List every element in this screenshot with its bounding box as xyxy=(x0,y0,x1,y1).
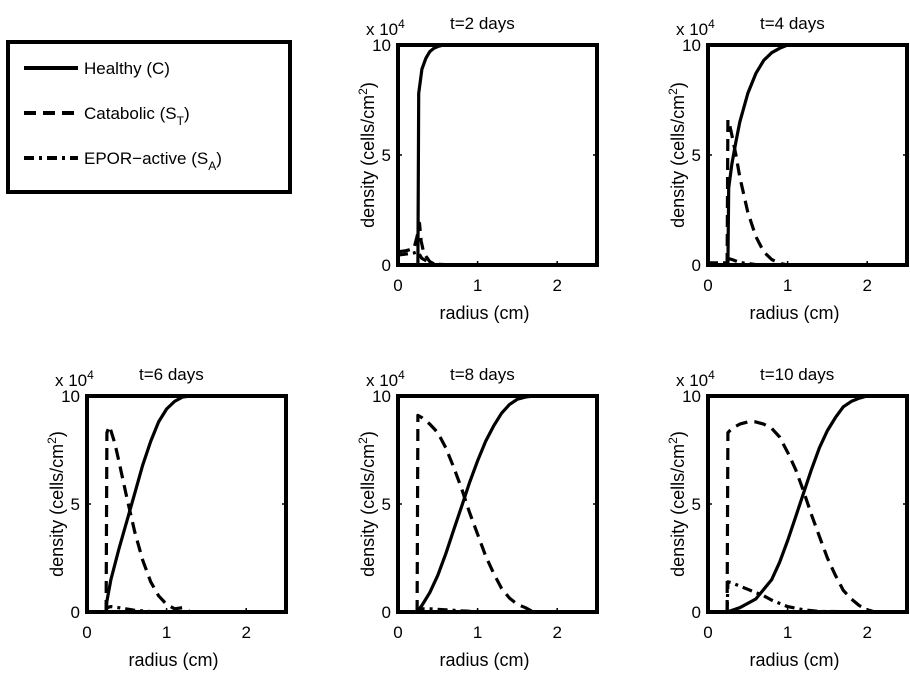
axes-box xyxy=(706,43,909,267)
panel-3: 0 5 10 0 1 2 radius (cm) density (cells/cm2) x 1… xyxy=(45,365,288,670)
x-tick-label: 2 xyxy=(862,623,871,642)
x-axis-label: radius (cm) xyxy=(439,303,529,323)
x-tick-label: 0 xyxy=(393,623,402,642)
y-exponent-label: x 104 xyxy=(366,17,405,39)
axes-box xyxy=(85,394,288,614)
x-tick-label: 2 xyxy=(552,623,561,642)
legend: Healthy (C) Catabolic (ST) EPOR−active (SA… xyxy=(6,40,292,194)
series-line-solid xyxy=(415,394,597,613)
x-tick-label: 0 xyxy=(393,276,402,295)
series-line-dashdot xyxy=(708,256,908,267)
panel-title: t=2 days xyxy=(450,14,515,33)
x-tick-label: 1 xyxy=(473,623,482,642)
y-axis-label: density (cells/cm2) xyxy=(666,431,688,577)
y-tick-label: 10 xyxy=(372,387,391,406)
series-line-solid xyxy=(726,394,907,614)
y-tick-label: 5 xyxy=(382,495,391,514)
series-line-dashed xyxy=(725,420,907,614)
series-line-dashed xyxy=(725,118,907,267)
x-tick-label: 0 xyxy=(703,276,712,295)
series-line-solid xyxy=(416,43,597,267)
y-tick-label: 0 xyxy=(382,603,391,622)
x-tick-label: 0 xyxy=(82,623,91,642)
legend-label-solid: Healthy (C) xyxy=(84,59,170,78)
x-tick-label: 1 xyxy=(473,276,482,295)
y-exponent-label: x 104 xyxy=(366,368,405,390)
y-exponent-label: x 104 xyxy=(55,368,94,390)
y-tick-label: 10 xyxy=(682,387,701,406)
panel-title: t=8 days xyxy=(450,365,515,384)
y-tick-label: 5 xyxy=(692,146,701,165)
legend-label-dashdot: EPOR−active (SA) xyxy=(84,149,222,173)
x-tick-label: 2 xyxy=(862,276,871,295)
y-tick-label: 0 xyxy=(692,603,701,622)
y-tick-label: 5 xyxy=(692,495,701,514)
panel-title: t=6 days xyxy=(139,365,204,384)
x-tick-label: 0 xyxy=(703,623,712,642)
panel-title: t=10 days xyxy=(760,365,834,384)
x-tick-label: 1 xyxy=(783,276,792,295)
y-axis-label: density (cells/cm2) xyxy=(666,82,688,228)
y-tick-label: 5 xyxy=(382,146,391,165)
panel-2: 0 5 10 0 1 2 radius (cm) density (cells/cm2) x 1… xyxy=(666,14,909,323)
y-tick-label: 10 xyxy=(682,36,701,55)
axes-box xyxy=(396,394,599,614)
y-exponent-label: x 104 xyxy=(676,368,715,390)
y-tick-label: 5 xyxy=(71,495,80,514)
y-tick-label: 0 xyxy=(71,603,80,622)
panel-title: t=4 days xyxy=(760,14,825,33)
series-line-dashdot xyxy=(104,604,287,614)
x-tick-label: 1 xyxy=(783,623,792,642)
x-axis-label: radius (cm) xyxy=(749,303,839,323)
legend-label-dashed: Catabolic (ST) xyxy=(84,104,190,128)
y-axis-label: density (cells/cm2) xyxy=(356,82,378,228)
x-tick-label: 2 xyxy=(552,276,561,295)
x-tick-label: 2 xyxy=(241,623,250,642)
x-axis-label: radius (cm) xyxy=(749,650,839,670)
y-axis-label: density (cells/cm2) xyxy=(45,431,67,577)
axes-box xyxy=(396,43,599,267)
x-tick-label: 1 xyxy=(162,623,171,642)
x-axis-label: radius (cm) xyxy=(128,650,218,670)
y-tick-label: 0 xyxy=(382,256,391,275)
series-line-dashdot xyxy=(397,250,597,267)
panel-1: 0 5 10 0 1 2 radius (cm) density (cells/cm2) x 1… xyxy=(356,14,599,323)
panel-4: 0 5 10 0 1 2 radius (cm) density (cells/cm2) x 1… xyxy=(356,365,599,670)
x-axis-label: radius (cm) xyxy=(439,650,529,670)
y-axis-label: density (cells/cm2) xyxy=(356,431,378,577)
y-tick-label: 0 xyxy=(692,256,701,275)
series-line-solid xyxy=(104,394,286,613)
series-line-dashed xyxy=(104,424,286,614)
series-line-dashed xyxy=(415,413,597,614)
panel-5: 0 5 10 0 1 2 radius (cm) density (cells/cm2) x 1… xyxy=(666,365,909,670)
y-tick-label: 10 xyxy=(372,36,391,55)
y-tick-label: 10 xyxy=(61,387,80,406)
y-exponent-label: x 104 xyxy=(676,17,715,39)
